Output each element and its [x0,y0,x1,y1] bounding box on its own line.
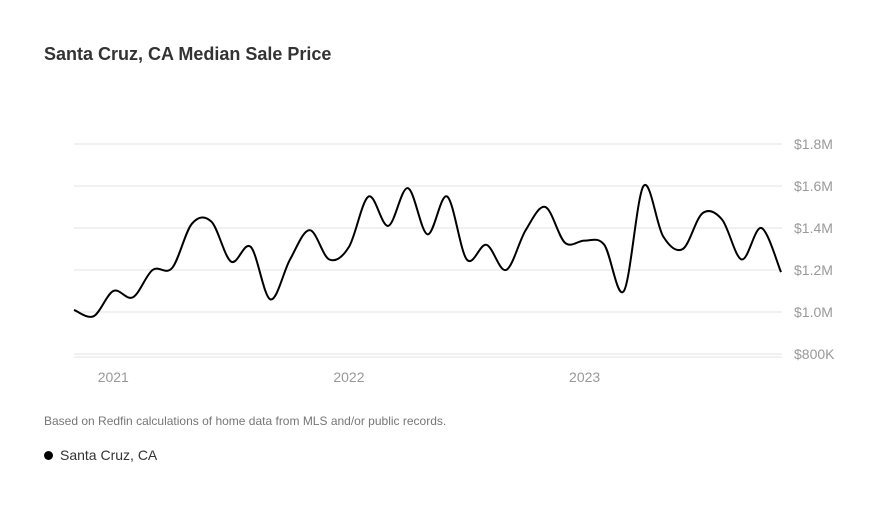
y-axis-ticks: $1.8M $1.6M $1.4M $1.2M $1.0M $800K [794,136,835,362]
source-note: Based on Redfin calculations of home dat… [44,414,447,428]
y-tick-label: $1.4M [794,220,833,236]
chart-title: Santa Cruz, CA Median Sale Price [44,44,332,64]
x-axis-ticks: 2021 2022 2023 [98,369,601,385]
legend: Santa Cruz, CA [44,447,157,463]
y-tick-label: $1.8M [794,136,833,152]
x-tick-label: 2021 [98,369,129,385]
y-tick-label: $1.2M [794,262,833,278]
legend-label: Santa Cruz, CA [60,447,158,463]
series-line-santa-cruz [73,183,782,318]
x-tick-label: 2022 [333,369,364,385]
legend-marker-icon [44,450,53,460]
x-tick-label: 2023 [569,369,600,385]
y-tick-label: $1.0M [794,304,833,320]
y-tick-label: $1.6M [794,178,833,194]
y-tick-label: $800K [794,346,835,362]
gridlines [74,143,782,358]
